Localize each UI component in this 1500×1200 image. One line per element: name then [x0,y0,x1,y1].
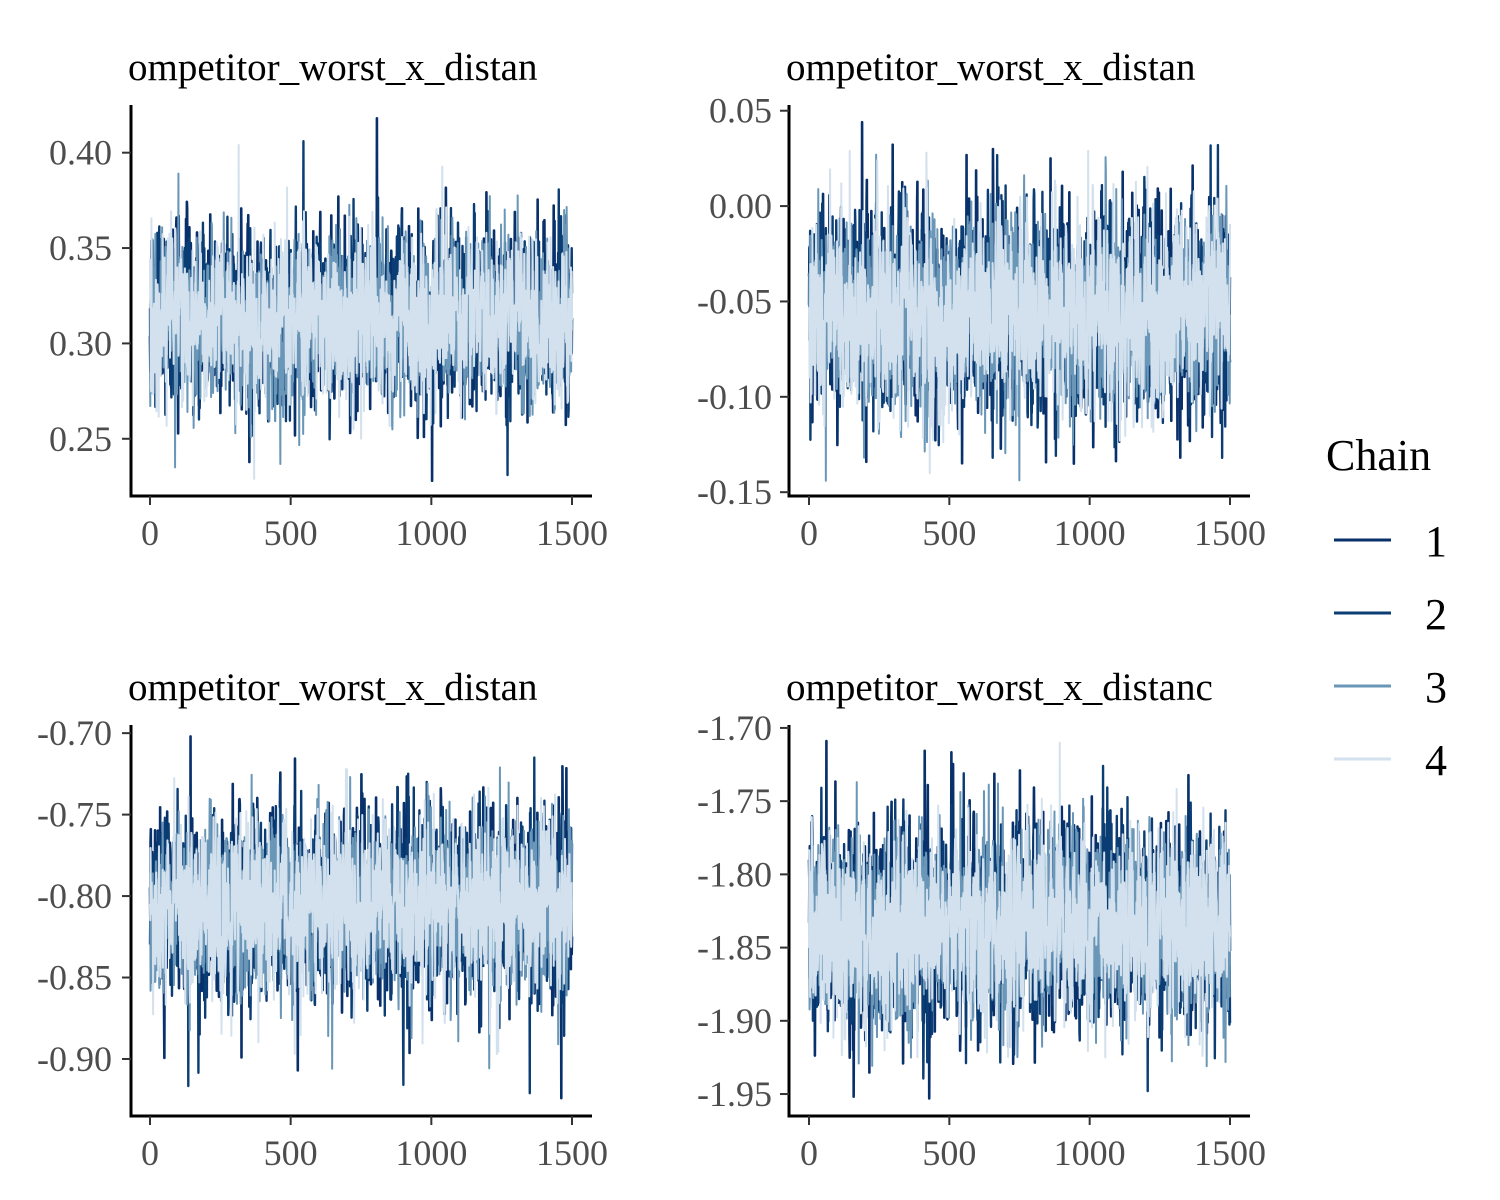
x-tick-label: 500 [264,1133,318,1173]
x-tick-label: 1000 [395,513,467,553]
y-tick-label: -0.80 [37,876,112,916]
chain-4-trace [808,741,1231,1059]
y-tick-label: 0.35 [49,228,112,268]
y-tick-label: -1.90 [697,1001,772,1041]
y-tick-label: -0.75 [37,795,112,835]
x-tick-label: 1500 [536,1133,608,1173]
x-tick-label: 0 [800,513,818,553]
legend-label: 4 [1425,736,1447,785]
y-tick-label: -1.80 [697,854,772,894]
legend-item-1: 1 [1334,517,1447,566]
panel-title: ompetitor_worst_x_distan [786,46,1195,89]
legend-item-3: 3 [1334,663,1447,712]
legend-item-4: 4 [1334,736,1447,785]
trace-lines [807,739,1232,1100]
y-tick-label: -1.85 [697,928,772,968]
x-tick-label: 1500 [1194,513,1266,553]
legend-title: Chain [1326,431,1431,480]
x-tick-label: 1000 [1054,513,1126,553]
trace-lines [807,120,1232,482]
legend-item-2: 2 [1334,590,1447,639]
panel-title: ompetitor_worst_x_distan [128,666,537,709]
chain-4-trace [149,144,573,480]
trace-panel-4: ompetitor_worst_x_distanc -1.95 -1.90 -1.85… [697,666,1266,1173]
trace-lines [148,735,574,1100]
y-tick-label: -0.10 [697,377,772,417]
y-tick-label: -1.70 [697,708,772,748]
legend-items: 1 2 3 4 [1334,517,1447,785]
y-tick-label: 0.30 [49,323,112,363]
x-tick-label: 500 [922,513,976,553]
y-tick-label: -1.75 [697,781,772,821]
y-tick-label: 0.05 [709,91,772,131]
y-tick-label: 0.25 [49,419,112,459]
y-tick-label: -0.15 [697,472,772,512]
x-tick-label: 0 [141,513,159,553]
x-tick-label: 0 [141,1133,159,1173]
y-tick-label: 0.00 [709,186,772,226]
trace-panel-1: ompetitor_worst_x_distan 0.25 0.30 0.35 0.40… [49,46,608,553]
y-tick-label: -0.85 [37,958,112,998]
y-tick-label: -0.90 [37,1039,112,1079]
legend-label: 2 [1425,590,1447,639]
x-tick-label: 500 [922,1133,976,1173]
trace-panels: ompetitor_worst_x_distan 0.25 0.30 0.35 0.40… [37,46,1266,1173]
x-tick-label: 500 [264,513,318,553]
panel-title: ompetitor_worst_x_distanc [786,666,1213,709]
x-tick-label: 0 [800,1133,818,1173]
legend-label: 3 [1425,663,1447,712]
trace-panel-2: ompetitor_worst_x_distan -0.15 -0.10 -0.05 0… [697,46,1266,553]
trace-lines [148,117,574,483]
chain-legend: Chain 1 2 3 4 [1326,431,1447,785]
x-tick-label: 1000 [1054,1133,1126,1173]
y-tick-label: -0.05 [697,281,772,321]
panel-title: ompetitor_worst_x_distan [128,46,537,89]
legend-label: 1 [1425,517,1447,566]
y-tick-label: 0.40 [49,133,112,173]
x-tick-label: 1000 [395,1133,467,1173]
x-tick-label: 1500 [536,513,608,553]
y-tick-label: -0.70 [37,713,112,753]
x-tick-label: 1500 [1194,1133,1266,1173]
y-tick-label: -1.95 [697,1074,772,1114]
chain-4-trace [149,767,573,1056]
trace-panel-3: ompetitor_worst_x_distan -0.90 -0.85 -0.80 -… [37,666,608,1173]
chain-4-trace [808,149,1231,475]
